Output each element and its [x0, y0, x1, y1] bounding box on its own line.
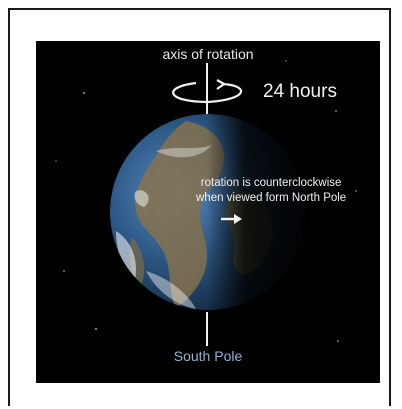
figure-frame: [8, 8, 391, 406]
rotation-arrow-icon: [172, 79, 242, 104]
rotation-note-line-2: when viewed form North Pole: [196, 192, 347, 204]
direction-arrow-icon: [221, 214, 242, 224]
earth-rotation-diagram: axis of rotation 24 hours rotation is co…: [36, 41, 380, 383]
south-pole-label: South Pole: [173, 348, 243, 364]
rotation-direction-note: rotation is counterclockwise when viewed…: [196, 176, 346, 206]
rotation-note-line-1: rotation is counterclockwise: [200, 177, 342, 189]
earth-illustration: [55, 60, 357, 346]
axis-of-rotation-label: axis of rotation: [162, 46, 254, 62]
rotation-period-label: 24 hours: [263, 81, 337, 102]
earth-globe: [110, 114, 306, 310]
stars: [55, 60, 357, 342]
